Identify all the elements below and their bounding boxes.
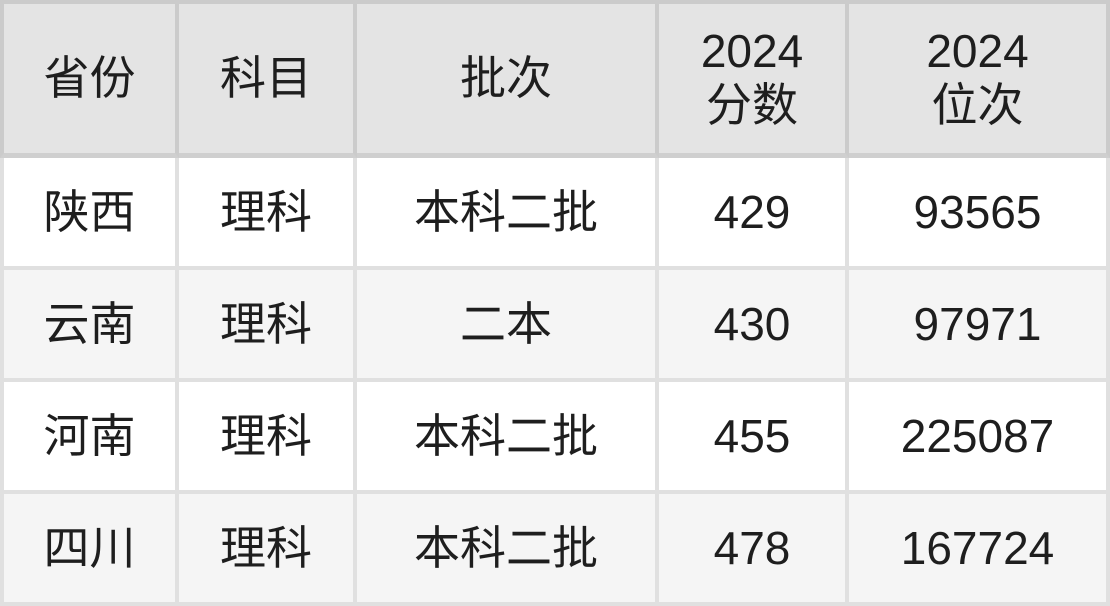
cell-province: 四川 — [0, 494, 179, 606]
header-cell-score-2024: 2024 分数 — [659, 0, 849, 158]
cell-rank: 225087 — [849, 382, 1110, 494]
header-cell-rank-2024: 2024 位次 — [849, 0, 1110, 158]
table-row: 云南 理科 二本 430 97971 — [0, 270, 1110, 382]
table-row: 河南 理科 本科二批 455 225087 — [0, 382, 1110, 494]
cell-score: 430 — [659, 270, 849, 382]
table-row: 陕西 理科 本科二批 429 93565 — [0, 158, 1110, 270]
cell-subject: 理科 — [179, 382, 357, 494]
cell-score: 478 — [659, 494, 849, 606]
header-row: 省份 科目 批次 2024 分数 2024 位次 — [0, 0, 1110, 158]
cell-score: 455 — [659, 382, 849, 494]
cell-subject: 理科 — [179, 158, 357, 270]
cell-batch: 二本 — [357, 270, 659, 382]
cell-rank: 93565 — [849, 158, 1110, 270]
cell-rank: 97971 — [849, 270, 1110, 382]
cell-batch: 本科二批 — [357, 382, 659, 494]
cell-province: 云南 — [0, 270, 179, 382]
table-row: 四川 理科 本科二批 478 167724 — [0, 494, 1110, 606]
header-cell-subject: 科目 — [179, 0, 357, 158]
cell-score: 429 — [659, 158, 849, 270]
header-cell-province: 省份 — [0, 0, 179, 158]
cell-province: 陕西 — [0, 158, 179, 270]
cell-batch: 本科二批 — [357, 494, 659, 606]
cell-province: 河南 — [0, 382, 179, 494]
cell-batch: 本科二批 — [357, 158, 659, 270]
header-cell-batch: 批次 — [357, 0, 659, 158]
cell-rank: 167724 — [849, 494, 1110, 606]
cell-subject: 理科 — [179, 270, 357, 382]
cell-subject: 理科 — [179, 494, 357, 606]
